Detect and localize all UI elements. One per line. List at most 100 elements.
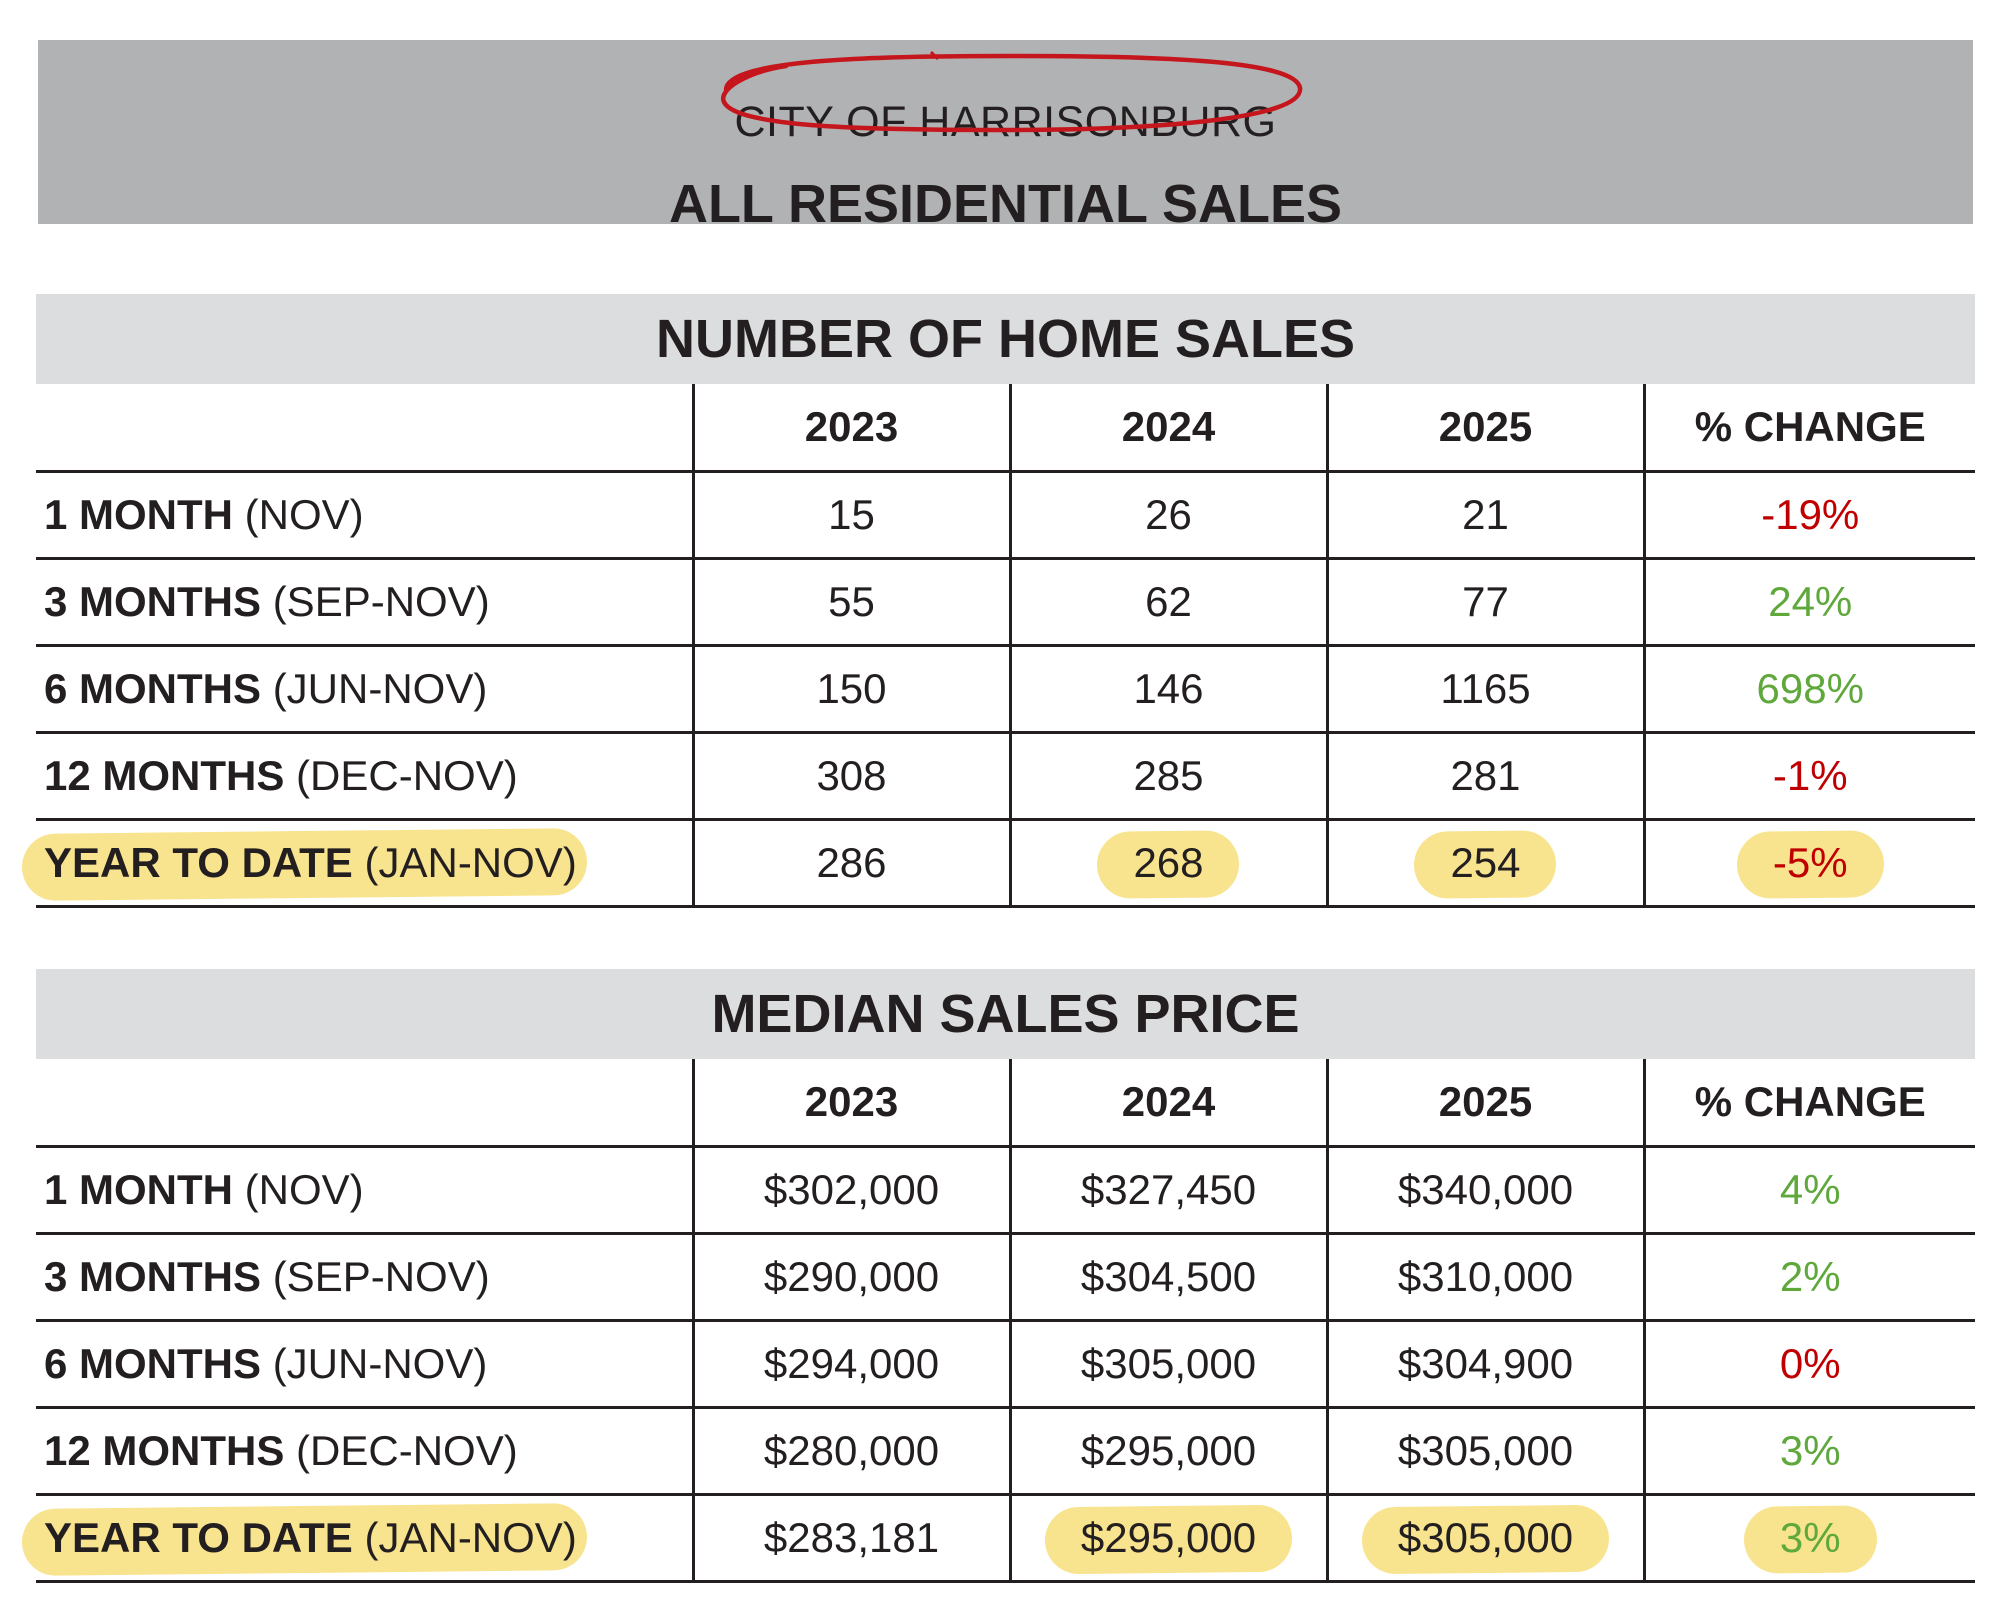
period-label: 1 MONTH (NOV) [36, 1146, 693, 1235]
value-2025: $305,000 [1397, 1514, 1574, 1561]
period-range: (NOV) [244, 491, 364, 538]
hand-drawn-circle-annotation [720, 50, 1303, 133]
percent-change: 3% [1642, 1407, 1975, 1496]
period-name: YEAR TO DATE [44, 1514, 353, 1561]
value-2023: 150 [691, 645, 1010, 734]
table-row: 6 MONTHS (JUN-NOV) 150 146 1165 698% [36, 645, 1975, 734]
median-price-table: 2023 2024 2025 % CHANGE 1 MONTH (NOV) $3… [36, 1059, 1975, 1583]
table-row: YEAR TO DATE (JAN-NOV) 286 268 254 -5% [36, 819, 1975, 908]
value-2023: 308 [691, 732, 1010, 821]
period-range: (JUN-NOV) [272, 1340, 488, 1387]
period-label: YEAR TO DATE (JAN-NOV) [36, 819, 693, 908]
period-range: (DEC-NOV) [296, 1427, 518, 1474]
highlighted-label: YEAR TO DATE (JAN-NOV) [44, 839, 577, 886]
value-2024-cell: 268 [1008, 819, 1327, 908]
percent-change-cell: 3% [1642, 1494, 1975, 1583]
header-cell: 2023 [691, 1059, 1010, 1148]
period-range: (NOV) [244, 1166, 364, 1213]
value-2024: $295,000 [1008, 1407, 1327, 1496]
percent-change: 698% [1642, 645, 1975, 734]
value-2024: $327,450 [1008, 1146, 1327, 1235]
median-price-section: MEDIAN SALES PRICE 2023 2024 2025 % CHAN… [36, 969, 1975, 1583]
table-row: YEAR TO DATE (JAN-NOV) $283,181 $295,000… [36, 1494, 1975, 1583]
value-2023: $290,000 [691, 1233, 1010, 1322]
value-2024: 26 [1008, 471, 1327, 560]
header-cell: 2024 [1008, 384, 1327, 473]
percent-change: 2% [1642, 1233, 1975, 1322]
period-range: (SEP-NOV) [272, 1253, 490, 1300]
period-label: 3 MONTHS (SEP-NOV) [36, 1233, 693, 1322]
period-name: 3 MONTHS [44, 578, 262, 625]
period-name: 12 MONTHS [44, 752, 285, 799]
value-2025: 1165 [1325, 645, 1644, 734]
period-name: 6 MONTHS [44, 665, 262, 712]
value-2025: 21 [1325, 471, 1644, 560]
header-cell [36, 384, 693, 473]
period-name: 1 MONTH [44, 1166, 233, 1213]
percent-change: -19% [1642, 471, 1975, 560]
value-2024-cell: $295,000 [1008, 1494, 1327, 1583]
value-2024: 146 [1008, 645, 1327, 734]
highlighted-label: YEAR TO DATE (JAN-NOV) [44, 1514, 577, 1561]
period-name: 12 MONTHS [44, 1427, 285, 1474]
table-row: 1 MONTH (NOV) $302,000 $327,450 $340,000… [36, 1146, 1975, 1235]
value-2024: $305,000 [1008, 1320, 1327, 1409]
header-cell: 2025 [1325, 384, 1644, 473]
header-cell: 2025 [1325, 1059, 1644, 1148]
percent-change: 0% [1642, 1320, 1975, 1409]
table-row: 6 MONTHS (JUN-NOV) $294,000 $305,000 $30… [36, 1320, 1975, 1409]
value-2025: $305,000 [1325, 1407, 1644, 1496]
period-range: (JAN-NOV) [364, 839, 577, 886]
value-2023: 55 [691, 558, 1010, 647]
median-price-title: MEDIAN SALES PRICE [36, 969, 1975, 1059]
value-2025: $304,900 [1325, 1320, 1644, 1409]
value-2025: $340,000 [1325, 1146, 1644, 1235]
value-2023: $283,181 [691, 1494, 1010, 1583]
header-cell: % CHANGE [1642, 384, 1975, 473]
table-header-row: 2023 2024 2025 % CHANGE [36, 384, 1975, 473]
table-row: 3 MONTHS (SEP-NOV) 55 62 77 24% [36, 558, 1975, 647]
value-2023: 15 [691, 471, 1010, 560]
percent-change: 4% [1642, 1146, 1975, 1235]
period-name: 3 MONTHS [44, 1253, 262, 1300]
value-2023: $302,000 [691, 1146, 1010, 1235]
period-label: YEAR TO DATE (JAN-NOV) [36, 1494, 693, 1583]
value-2023: $294,000 [691, 1320, 1010, 1409]
period-label: 12 MONTHS (DEC-NOV) [36, 1407, 693, 1496]
table-row: 12 MONTHS (DEC-NOV) $280,000 $295,000 $3… [36, 1407, 1975, 1496]
header-cell: % CHANGE [1642, 1059, 1975, 1148]
home-sales-table: 2023 2024 2025 % CHANGE 1 MONTH (NOV) 15… [36, 384, 1975, 908]
header-cell [36, 1059, 693, 1148]
home-sales-section: NUMBER OF HOME SALES 2023 2024 2025 % CH… [36, 294, 1975, 908]
home-sales-title: NUMBER OF HOME SALES [36, 294, 1975, 384]
value-2023: $280,000 [691, 1407, 1010, 1496]
value-2025: 254 [1450, 839, 1521, 886]
period-label: 6 MONTHS (JUN-NOV) [36, 1320, 693, 1409]
value-2024: $304,500 [1008, 1233, 1327, 1322]
value-2024: 268 [1133, 839, 1204, 886]
value-2025: $310,000 [1325, 1233, 1644, 1322]
value-2023: 286 [691, 819, 1010, 908]
header-cell: 2023 [691, 384, 1010, 473]
percent-change: -1% [1642, 732, 1975, 821]
value-2025: 77 [1325, 558, 1644, 647]
table-header-row: 2023 2024 2025 % CHANGE [36, 1059, 1975, 1148]
table-row: 3 MONTHS (SEP-NOV) $290,000 $304,500 $31… [36, 1233, 1975, 1322]
period-range: (JAN-NOV) [364, 1514, 577, 1561]
period-label: 1 MONTH (NOV) [36, 471, 693, 560]
value-2025: 281 [1325, 732, 1644, 821]
percent-change: 24% [1642, 558, 1975, 647]
percent-change: 3% [1779, 1514, 1841, 1561]
period-range: (DEC-NOV) [296, 752, 518, 799]
value-2024: 285 [1008, 732, 1327, 821]
header-cell: 2024 [1008, 1059, 1327, 1148]
table-row: 1 MONTH (NOV) 15 26 21 -19% [36, 471, 1975, 560]
value-2025-cell: 254 [1325, 819, 1644, 908]
period-range: (JUN-NOV) [272, 665, 488, 712]
report-title: ALL RESIDENTIAL SALES [668, 174, 1343, 234]
period-label: 12 MONTHS (DEC-NOV) [36, 732, 693, 821]
value-2024: 62 [1008, 558, 1327, 647]
period-label: 3 MONTHS (SEP-NOV) [36, 558, 693, 647]
period-label: 6 MONTHS (JUN-NOV) [36, 645, 693, 734]
percent-change: -5% [1772, 839, 1848, 886]
